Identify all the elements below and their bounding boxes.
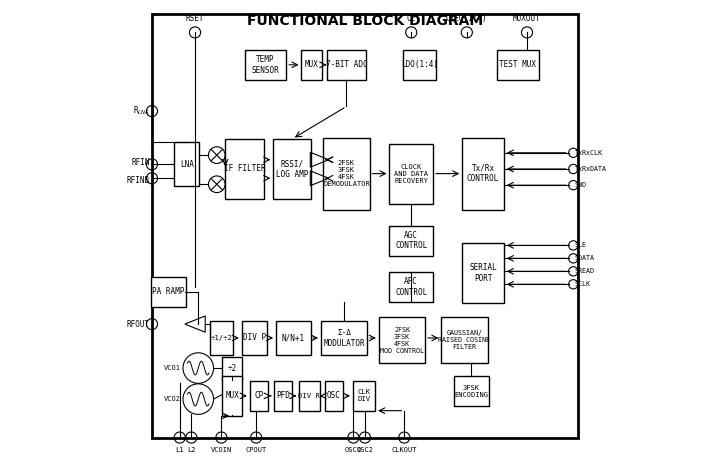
Text: PA RAMP: PA RAMP [152, 287, 184, 296]
Text: OSC2: OSC2 [357, 447, 374, 453]
Text: 7-BIT ADC: 7-BIT ADC [326, 60, 367, 69]
FancyBboxPatch shape [245, 50, 286, 80]
Text: R$_{LNA}$: R$_{LNA}$ [132, 105, 150, 117]
Text: VCO1: VCO1 [164, 365, 180, 371]
Text: 2FSK
3FSK
4FSK
MOD CONTROL: 2FSK 3FSK 4FSK MOD CONTROL [380, 327, 424, 354]
Text: Tx/Rx
CONTROL: Tx/Rx CONTROL [467, 164, 499, 183]
Text: MUX: MUX [305, 60, 319, 69]
FancyBboxPatch shape [274, 139, 311, 199]
Text: CP: CP [254, 391, 263, 400]
Text: ÷1/÷2: ÷1/÷2 [211, 335, 233, 341]
Text: SLE: SLE [575, 243, 586, 248]
Text: RSSI/
LOG AMP: RSSI/ LOG AMP [276, 159, 309, 179]
FancyBboxPatch shape [390, 226, 433, 256]
FancyBboxPatch shape [242, 320, 268, 356]
Text: MUX: MUX [225, 391, 239, 400]
Text: GAUSSIAN/
RAISED COSINE
FILTER: GAUSSIAN/ RAISED COSINE FILTER [438, 330, 490, 350]
Text: FUNCTIONAL BLOCK DIAGRAM: FUNCTIONAL BLOCK DIAGRAM [247, 14, 483, 28]
FancyBboxPatch shape [299, 381, 320, 411]
Text: CLKOUT: CLKOUT [392, 447, 417, 453]
FancyBboxPatch shape [454, 376, 489, 407]
Text: CLK
DIV: CLK DIV [357, 389, 371, 402]
FancyBboxPatch shape [497, 50, 538, 80]
Text: RFIN: RFIN [131, 157, 150, 167]
Text: 2FSK
3FSK
4FSK
DEMODULATOR: 2FSK 3FSK 4FSK DEMODULATOR [323, 160, 369, 187]
Text: AFC
CONTROL: AFC CONTROL [395, 277, 427, 297]
Text: 3FSK
ENCODING: 3FSK ENCODING [455, 385, 488, 398]
FancyBboxPatch shape [225, 139, 264, 199]
Text: SCLK: SCLK [575, 282, 591, 287]
Text: RSET: RSET [185, 14, 204, 23]
FancyBboxPatch shape [250, 381, 268, 411]
FancyBboxPatch shape [390, 272, 433, 302]
Text: VCOIN: VCOIN [211, 447, 232, 453]
Text: TEST MUX: TEST MUX [499, 60, 536, 69]
Text: OSC1: OSC1 [345, 447, 362, 453]
Text: LNA: LNA [180, 160, 193, 169]
FancyBboxPatch shape [324, 138, 369, 209]
FancyBboxPatch shape [210, 320, 233, 356]
Text: MUXOUT: MUXOUT [513, 14, 541, 23]
Text: RFINB: RFINB [127, 176, 150, 185]
Text: TEMP
SENSOR: TEMP SENSOR [251, 55, 279, 75]
FancyBboxPatch shape [379, 317, 425, 363]
FancyBboxPatch shape [326, 50, 366, 80]
FancyBboxPatch shape [353, 381, 375, 411]
Text: TxRxDATA: TxRxDATA [575, 166, 606, 172]
FancyBboxPatch shape [462, 243, 504, 303]
FancyBboxPatch shape [301, 50, 322, 80]
FancyBboxPatch shape [276, 320, 311, 356]
FancyBboxPatch shape [152, 14, 578, 438]
FancyBboxPatch shape [174, 143, 200, 186]
Text: DIV P: DIV P [243, 333, 266, 343]
Text: CE: CE [407, 14, 416, 23]
Text: AGC
CONTROL: AGC CONTROL [395, 231, 427, 250]
Text: IF FILTER: IF FILTER [224, 164, 266, 174]
Text: SDATA: SDATA [575, 256, 595, 261]
Text: L2: L2 [187, 447, 195, 453]
FancyBboxPatch shape [274, 381, 292, 411]
Text: DIV R: DIV R [299, 393, 320, 399]
Text: PFD: PFD [276, 391, 290, 400]
Text: CPOUT: CPOUT [246, 447, 267, 453]
FancyBboxPatch shape [223, 357, 242, 380]
Text: N/N+1: N/N+1 [281, 333, 305, 343]
Text: SWD: SWD [575, 182, 586, 188]
FancyBboxPatch shape [324, 381, 343, 411]
Text: L1: L1 [175, 447, 184, 453]
Text: Σ-Δ
MODULATOR: Σ-Δ MODULATOR [324, 328, 365, 348]
FancyBboxPatch shape [223, 376, 242, 416]
Text: ÷2: ÷2 [228, 363, 237, 373]
FancyBboxPatch shape [462, 138, 504, 209]
Text: OSC: OSC [327, 391, 341, 400]
Text: LDO(1:4): LDO(1:4) [401, 60, 438, 69]
FancyBboxPatch shape [321, 320, 367, 356]
FancyBboxPatch shape [441, 317, 488, 363]
FancyBboxPatch shape [403, 50, 436, 80]
Text: VCO2: VCO2 [164, 396, 180, 402]
Text: TxRxCLK: TxRxCLK [575, 150, 603, 156]
Text: SERIAL
PORT: SERIAL PORT [469, 263, 497, 283]
FancyBboxPatch shape [151, 276, 185, 307]
FancyBboxPatch shape [390, 144, 433, 204]
Text: SREAD: SREAD [575, 269, 595, 274]
Text: RFOUT: RFOUT [127, 319, 150, 329]
Text: CREG(1:4): CREG(1:4) [446, 14, 488, 23]
Text: CLOCK
AND DATA
RECOVERY: CLOCK AND DATA RECOVERY [395, 163, 428, 184]
